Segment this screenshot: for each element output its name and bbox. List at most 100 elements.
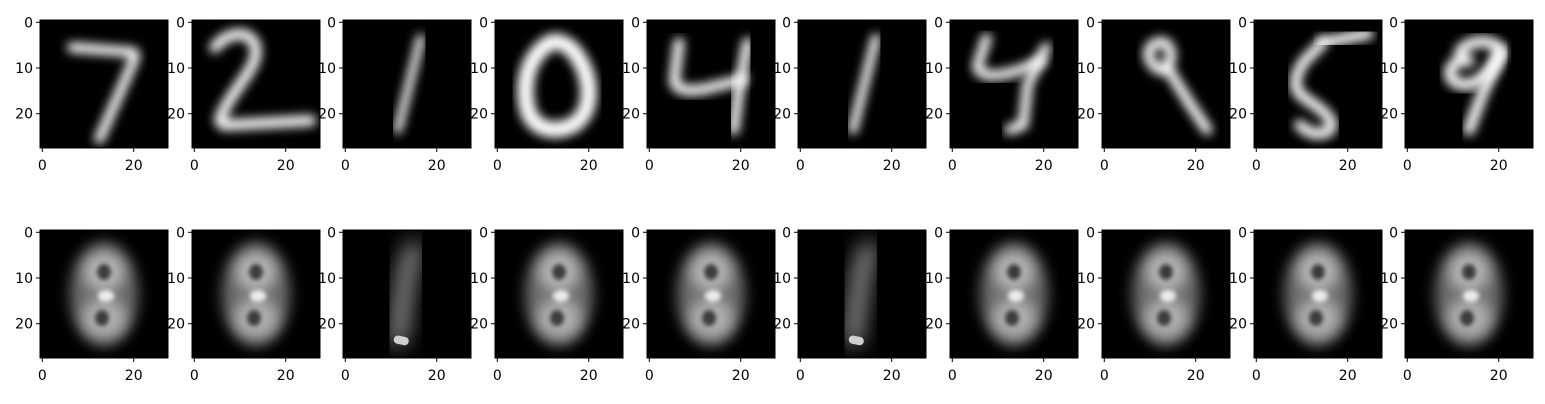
x-tick-label: 0: [38, 368, 47, 384]
y-tick-label: 20: [622, 317, 640, 333]
y-tick-label: 0: [24, 15, 33, 31]
y-tick-label: 10: [1077, 271, 1095, 287]
y-tick-label: 0: [24, 225, 33, 241]
y-tick-label: 20: [318, 317, 336, 333]
digit-stroke-7: [66, 42, 140, 144]
blur-waist: [1160, 290, 1176, 302]
x-tick-label: 20: [1339, 368, 1357, 384]
image-content: [980, 242, 1048, 346]
y-tick-label: 20: [470, 107, 488, 123]
x-tick-label: 20: [1490, 368, 1508, 384]
x-tick-label: 0: [796, 368, 805, 384]
x-tick-label: 0: [341, 368, 350, 384]
y-tick-label: 20: [1380, 107, 1398, 123]
x-tick-label: 0: [1100, 368, 1109, 384]
y-tick-label: 10: [167, 61, 185, 77]
y-tick-label: 20: [1077, 107, 1095, 123]
image-content: [517, 33, 597, 138]
reconstructed-one-stroke: [846, 242, 875, 346]
image-content: [222, 242, 290, 346]
image-content: [669, 37, 753, 135]
x-tick-label: 20: [732, 368, 750, 384]
y-tick-label: 10: [1380, 271, 1398, 287]
x-tick-label: 20: [1187, 158, 1205, 174]
axes-frame: [342, 19, 472, 149]
axes-frame: [646, 19, 776, 149]
x-tick-label: 20: [732, 158, 750, 174]
y-tick-label: 20: [15, 107, 33, 123]
digit-stroke-0: [517, 33, 597, 138]
digit-stroke-2: [209, 28, 317, 131]
y-tick-label: 10: [1229, 61, 1247, 77]
y-tick-label: 10: [622, 271, 640, 287]
x-tick-label: 20: [428, 158, 446, 174]
reconstructed-one-stroke: [391, 242, 420, 346]
y-tick-label: 0: [479, 15, 488, 31]
reconstruction-8: 0 20 0 10 20: [1077, 225, 1231, 384]
x-tick-label: 0: [1403, 158, 1412, 174]
y-tick-label: 20: [773, 317, 791, 333]
y-tick-label: 0: [1389, 15, 1398, 31]
y-tick-label: 0: [1238, 225, 1247, 241]
axes-frame: [494, 229, 624, 359]
axes-frame: [949, 19, 1079, 149]
x-tick-label: 0: [1100, 158, 1109, 174]
original-digit-9: 0 20 0 10 20: [1229, 15, 1383, 174]
reconstruction-9: 0 20 0 10 20: [1229, 225, 1383, 384]
y-tick-label: 0: [327, 15, 336, 31]
image-content: [1290, 28, 1374, 140]
y-tick-label: 10: [15, 271, 33, 287]
blur-upper-hole: [1311, 264, 1325, 280]
image-content: [391, 242, 420, 346]
axes-frame: [494, 19, 624, 149]
blur-waist: [250, 290, 266, 302]
y-tick-label: 10: [167, 271, 185, 287]
x-tick-label: 20: [1187, 368, 1205, 384]
axes-frame: [949, 229, 1079, 359]
image-content: [70, 242, 138, 346]
axes-frame: [342, 229, 472, 359]
original-digit-2: 0 20 0 10 20: [167, 15, 321, 174]
x-tick-label: 20: [125, 368, 143, 384]
y-tick-label: 0: [782, 15, 791, 31]
x-tick-label: 0: [796, 158, 805, 174]
blur-upper-hole: [97, 264, 111, 280]
x-tick-label: 0: [341, 158, 350, 174]
blur-waist: [705, 290, 721, 302]
axes-frame: [1404, 19, 1534, 149]
blur-lower-hole: [702, 310, 716, 326]
original-digit-1: 0 20 0 10 20: [15, 15, 169, 174]
y-tick-label: 0: [934, 15, 943, 31]
y-tick-label: 20: [167, 107, 185, 123]
blur-upper-hole: [249, 264, 263, 280]
image-content: [846, 242, 875, 346]
x-tick-label: 0: [493, 368, 502, 384]
blur-lower-hole: [95, 310, 109, 326]
y-tick-label: 0: [1086, 225, 1095, 241]
axes-frame: [1253, 229, 1383, 359]
x-tick-label: 0: [645, 158, 654, 174]
y-tick-label: 0: [327, 225, 336, 241]
reconstruction-6: 0 20 0 10 20: [773, 225, 927, 384]
image-content: [677, 242, 745, 346]
y-tick-label: 0: [631, 15, 640, 31]
blur-waist: [1008, 290, 1024, 302]
digit-stroke-5: [1317, 28, 1374, 49]
axes-frame: [1404, 229, 1534, 359]
y-tick-label: 0: [176, 225, 185, 241]
x-tick-label: 0: [493, 158, 502, 174]
y-tick-label: 10: [470, 61, 488, 77]
blur-lower-hole: [1157, 310, 1171, 326]
image-content: [66, 42, 140, 144]
blur-upper-hole: [1159, 264, 1173, 280]
y-tick-label: 0: [1238, 15, 1247, 31]
image-content: [1132, 242, 1200, 346]
reconstruction-1: 0 20 0 10 20: [15, 225, 169, 384]
axes-frame: [1101, 19, 1231, 149]
image-content: [972, 33, 1052, 135]
x-tick-label: 0: [645, 368, 654, 384]
y-tick-label: 20: [1077, 317, 1095, 333]
axes-frame: [191, 19, 321, 149]
y-tick-label: 10: [622, 61, 640, 77]
x-tick-label: 20: [883, 368, 901, 384]
